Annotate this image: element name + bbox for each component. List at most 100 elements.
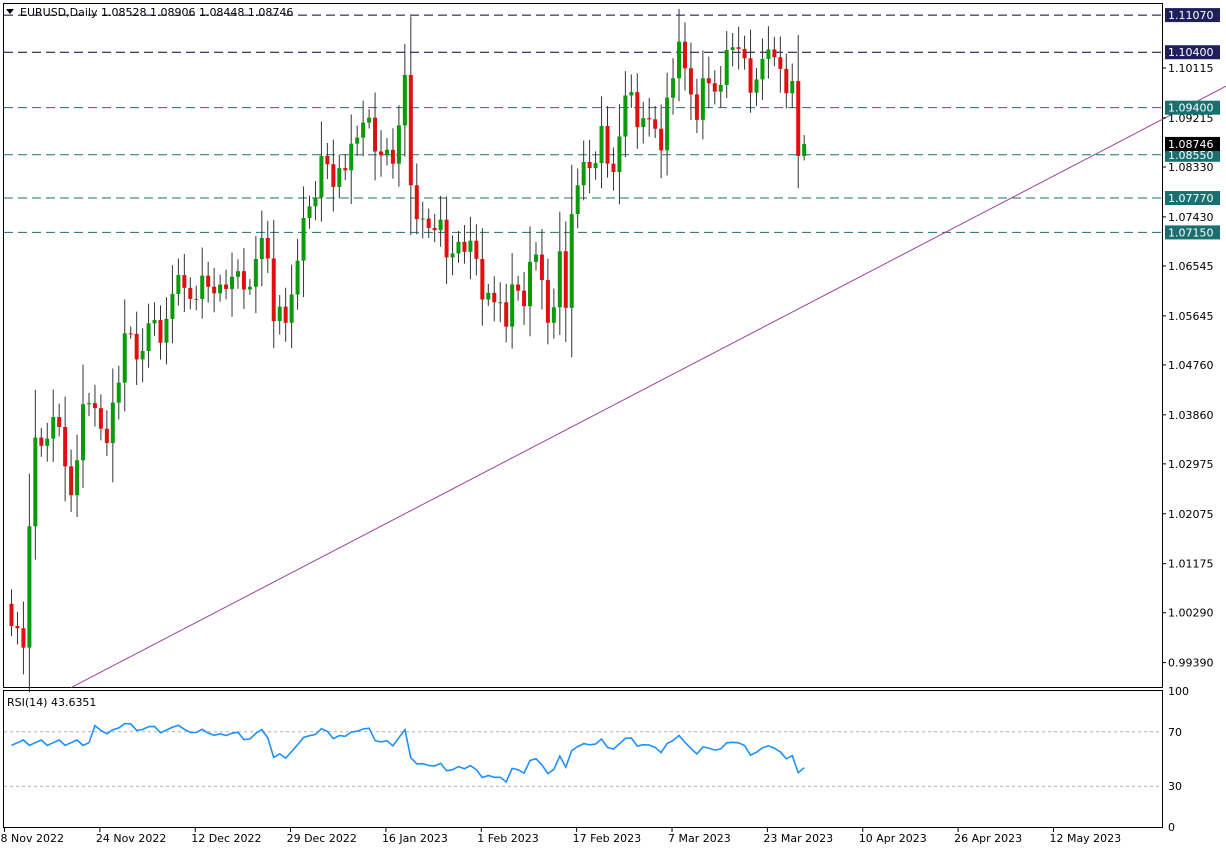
candle-bullish bbox=[86, 403, 91, 405]
candle-bearish bbox=[688, 68, 693, 95]
current-price-tag-bg bbox=[1165, 136, 1220, 151]
candle-bearish bbox=[414, 185, 419, 220]
candle-bullish bbox=[33, 437, 38, 527]
candle-bullish bbox=[665, 97, 670, 151]
candle-bearish bbox=[492, 292, 497, 303]
candle-bullish bbox=[122, 333, 127, 383]
candle-bearish bbox=[432, 227, 437, 231]
candle-bullish bbox=[116, 382, 121, 403]
candle-bearish bbox=[516, 284, 521, 291]
candle-bullish bbox=[349, 143, 354, 171]
candle-bullish bbox=[510, 284, 515, 327]
candle-bullish bbox=[170, 293, 175, 319]
trendline-group bbox=[70, 85, 1226, 688]
time-tick-label: 1 Feb 2023 bbox=[477, 832, 538, 845]
time-tick-label: 10 Apr 2023 bbox=[859, 832, 927, 845]
candle-bearish bbox=[682, 41, 687, 69]
price-tick-label: 1.09215 bbox=[1168, 112, 1214, 125]
candle-bearish bbox=[605, 125, 610, 164]
price-tick-label: 0.99390 bbox=[1168, 657, 1214, 670]
price-tick-label: 1.00290 bbox=[1168, 607, 1214, 620]
chart-menu-triangle-icon[interactable] bbox=[6, 9, 14, 14]
candle-bullish bbox=[724, 50, 729, 85]
level-tag-bg bbox=[1165, 8, 1220, 23]
candle-bullish bbox=[754, 79, 759, 93]
candle-bullish bbox=[45, 438, 50, 446]
rsi-indicator: 100 70 30 0 bbox=[4, 685, 1189, 834]
candle-bearish bbox=[343, 168, 348, 171]
price-tick-label: 1.10115 bbox=[1168, 62, 1214, 75]
level-tag: 1.08550 bbox=[1168, 149, 1214, 162]
candle-bearish bbox=[480, 259, 485, 300]
candle-bearish bbox=[283, 306, 288, 323]
time-tick-label: 17 Feb 2023 bbox=[573, 832, 641, 845]
candle-bearish bbox=[712, 83, 717, 92]
candle-bearish bbox=[706, 78, 711, 84]
rsi-tick-label: 100 bbox=[1168, 685, 1189, 698]
candle-bearish bbox=[63, 426, 68, 467]
level-tag: 1.11070 bbox=[1168, 9, 1214, 22]
candle-bearish bbox=[653, 119, 658, 129]
time-tick-label: 8 Nov 2022 bbox=[1, 832, 64, 845]
candle-bullish bbox=[337, 168, 342, 187]
candle-bullish bbox=[569, 214, 574, 308]
candles bbox=[9, 8, 807, 693]
candle-bullish bbox=[528, 261, 533, 307]
level-tag-bg bbox=[1165, 191, 1220, 206]
candle-bullish bbox=[581, 161, 586, 186]
candle-bearish bbox=[265, 237, 270, 259]
candle-bearish bbox=[426, 218, 431, 228]
candle-bullish bbox=[367, 117, 372, 123]
price-tick-label: 1.06545 bbox=[1168, 260, 1214, 273]
candle-bullish bbox=[641, 118, 646, 128]
candle-bearish bbox=[545, 280, 550, 323]
level-tag-bg bbox=[1165, 147, 1220, 162]
candle-bearish bbox=[390, 149, 395, 164]
candle-bearish bbox=[539, 254, 544, 281]
candle-bearish bbox=[504, 302, 509, 327]
price-tick-label: 1.02975 bbox=[1168, 458, 1214, 471]
candle-bullish bbox=[253, 259, 258, 287]
candle-bullish bbox=[361, 122, 366, 138]
candle-bullish bbox=[730, 47, 735, 51]
price-tick-label: 1.02075 bbox=[1168, 508, 1214, 521]
candle-bearish bbox=[128, 333, 133, 335]
candle-bullish bbox=[152, 319, 157, 324]
candle-bearish bbox=[158, 319, 163, 343]
candle-bearish bbox=[694, 94, 699, 120]
candle-bullish bbox=[247, 286, 252, 290]
candle-bullish bbox=[75, 460, 80, 496]
candle-bullish bbox=[230, 276, 235, 289]
level-tag: 1.07150 bbox=[1168, 226, 1214, 239]
candle-bullish bbox=[790, 81, 795, 94]
candle-bullish bbox=[295, 260, 300, 295]
candle-bearish bbox=[9, 603, 14, 627]
candle-bullish bbox=[468, 240, 473, 252]
candle-bullish bbox=[498, 302, 503, 304]
candle-bullish bbox=[599, 125, 604, 164]
candle-bearish bbox=[188, 287, 193, 299]
price-panel bbox=[3, 3, 1163, 688]
candle-bullish bbox=[700, 78, 705, 120]
candle-bullish bbox=[110, 402, 115, 444]
candle-bullish bbox=[235, 271, 240, 277]
candle-bearish bbox=[241, 271, 246, 290]
candle-bearish bbox=[212, 286, 217, 294]
candle-bearish bbox=[92, 403, 97, 409]
candle-bearish bbox=[611, 163, 616, 172]
candle-bearish bbox=[462, 241, 467, 252]
candle-bullish bbox=[629, 92, 634, 96]
rsi-line bbox=[11, 722, 805, 784]
level-tag: 1.10400 bbox=[1168, 46, 1214, 59]
candle-bullish bbox=[617, 136, 622, 172]
current-price-tag: 1.08746 bbox=[1168, 138, 1214, 151]
candle-bullish bbox=[384, 149, 389, 156]
candle-bullish bbox=[277, 306, 282, 322]
candle-bearish bbox=[474, 240, 479, 260]
candle-bearish bbox=[39, 437, 44, 446]
candle-bearish bbox=[563, 251, 568, 308]
candle-bullish bbox=[438, 219, 443, 231]
candle-bearish bbox=[647, 118, 652, 120]
candle-bearish bbox=[587, 161, 592, 169]
candle-bearish bbox=[736, 47, 741, 49]
